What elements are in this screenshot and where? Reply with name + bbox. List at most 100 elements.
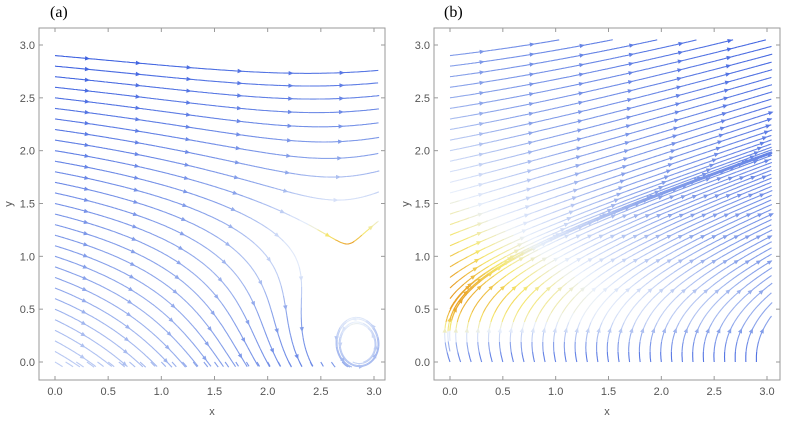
streamline xyxy=(95,113,106,116)
streamline xyxy=(687,73,698,77)
streamline xyxy=(519,83,531,87)
streamline xyxy=(196,140,207,144)
streamline xyxy=(222,204,233,210)
streamline xyxy=(624,203,635,209)
streamline xyxy=(759,237,769,243)
streamline xyxy=(166,99,177,102)
arrowhead xyxy=(476,232,483,236)
streamline xyxy=(466,260,476,267)
streamline xyxy=(620,227,631,233)
streamline xyxy=(754,251,765,258)
streamline xyxy=(608,290,617,298)
streamline xyxy=(339,321,347,331)
streamline xyxy=(489,159,500,163)
streamline xyxy=(224,174,235,178)
streamline xyxy=(607,194,618,199)
arrowhead xyxy=(669,195,675,200)
arrowhead xyxy=(186,100,192,105)
streamline xyxy=(731,273,741,280)
streamline xyxy=(124,198,135,203)
streamline xyxy=(603,169,614,174)
arrowhead xyxy=(763,130,770,135)
streamline xyxy=(563,331,567,342)
streamline xyxy=(556,296,564,305)
x-tick-label: 1.0 xyxy=(548,386,563,398)
streamline xyxy=(557,312,563,323)
streamline xyxy=(591,187,602,193)
streamline xyxy=(447,341,451,352)
streamline xyxy=(182,361,188,368)
arrowhead xyxy=(568,210,575,215)
streamline xyxy=(753,273,763,281)
streamline xyxy=(176,112,187,116)
streamline xyxy=(94,224,105,229)
streamline xyxy=(698,203,709,209)
streamline xyxy=(652,153,662,159)
streamline xyxy=(74,251,85,257)
streamline xyxy=(716,241,727,248)
streamline xyxy=(265,168,276,172)
streamline xyxy=(653,204,664,209)
streamline xyxy=(556,236,566,242)
streamline xyxy=(674,199,685,205)
streamline xyxy=(645,125,656,130)
streamline xyxy=(91,315,101,323)
streamline xyxy=(634,277,644,285)
arrowhead xyxy=(580,286,586,292)
streamline xyxy=(282,348,288,359)
streamline xyxy=(578,296,587,306)
streamline xyxy=(217,69,228,71)
streamline xyxy=(740,267,750,275)
streamline xyxy=(506,251,516,257)
streamline xyxy=(74,175,86,179)
streamline xyxy=(114,184,125,188)
streamline xyxy=(540,50,551,54)
arrowhead xyxy=(478,192,484,198)
streamline xyxy=(553,351,557,363)
x-tick-label: 3.0 xyxy=(366,386,381,398)
streamline xyxy=(370,82,379,85)
streamline xyxy=(695,157,706,162)
arrowhead xyxy=(736,289,742,295)
arrowhead xyxy=(627,80,634,85)
streamline xyxy=(498,195,509,200)
streamline xyxy=(594,164,605,169)
streamline xyxy=(638,85,649,90)
streamline xyxy=(720,167,731,173)
streamline xyxy=(717,267,727,274)
streamline xyxy=(661,150,672,155)
streamline xyxy=(642,204,652,210)
streamline xyxy=(686,81,698,86)
streamline xyxy=(574,249,585,256)
streamline xyxy=(606,223,617,229)
streamline xyxy=(551,235,562,241)
streamline xyxy=(517,269,527,277)
streamline xyxy=(194,180,205,185)
streamline xyxy=(653,138,664,143)
streamline xyxy=(54,287,65,293)
streamline xyxy=(574,289,583,298)
arrowhead xyxy=(338,139,344,144)
streamline xyxy=(648,74,659,79)
streamline xyxy=(745,135,756,140)
streamline xyxy=(148,273,159,280)
arrowhead xyxy=(655,234,661,239)
streamline xyxy=(145,167,156,171)
streamline xyxy=(538,137,549,141)
streamline xyxy=(500,77,511,81)
streamline xyxy=(686,90,697,94)
streamline xyxy=(247,108,258,111)
streamline xyxy=(609,187,620,193)
streamline xyxy=(756,341,760,352)
arrowhead xyxy=(527,169,533,174)
arrowhead xyxy=(84,77,90,82)
streamline xyxy=(203,197,214,202)
streamline xyxy=(201,280,210,289)
streamline xyxy=(698,45,709,49)
streamline xyxy=(693,174,704,179)
streamline xyxy=(226,145,237,149)
streamline xyxy=(64,291,75,297)
streamline xyxy=(627,219,638,225)
streamline xyxy=(95,135,106,138)
streamline xyxy=(570,54,581,58)
